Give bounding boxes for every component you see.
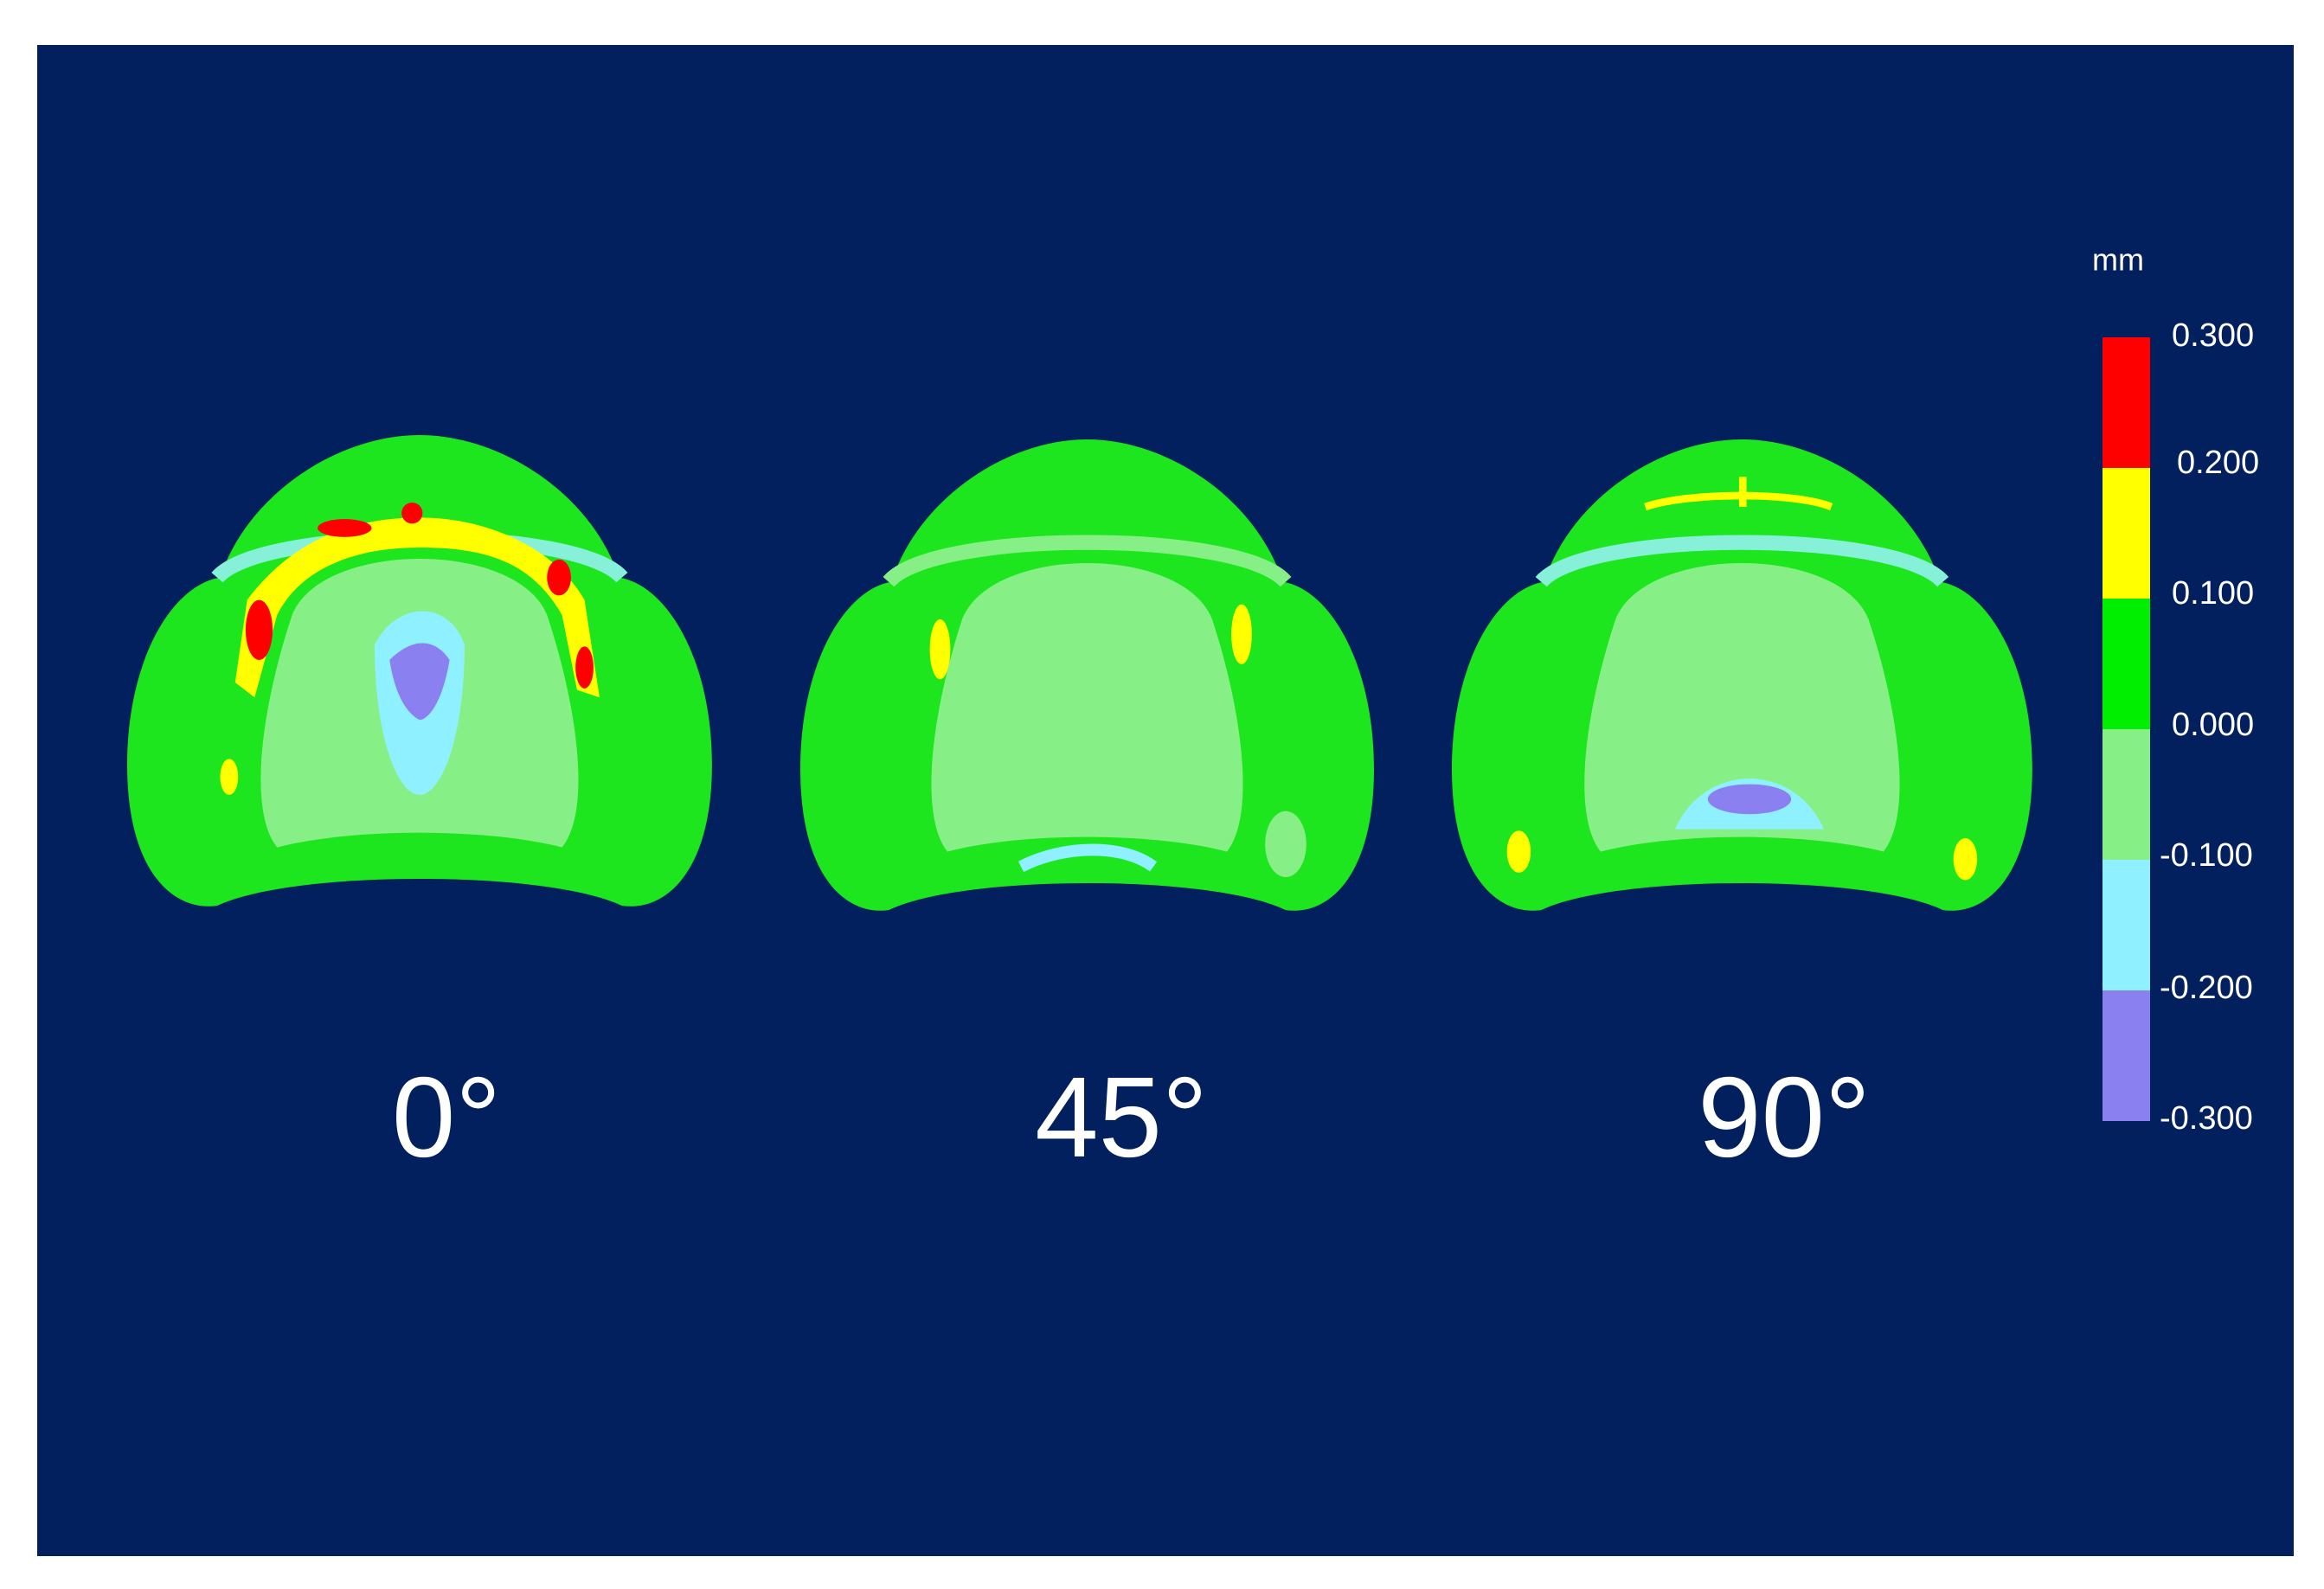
color-bar [2103,337,2150,1121]
deviation-map [127,435,712,907]
scale-label: -0.100 [2160,837,2253,874]
scale-label: 0.200 [2177,445,2259,481]
color-bar-segment [2103,468,2150,599]
color-bar-segment [2103,729,2150,860]
panel-label: 0° [392,1054,501,1181]
scale-label: 0.100 [2172,575,2254,612]
deviation-map [800,439,1374,911]
color-bar-segment [2103,990,2150,1121]
scale-label: 0.000 [2172,707,2254,743]
color-bar-segment [2103,337,2150,468]
panel-label: 90° [1698,1054,1871,1181]
scale-label: -0.300 [2160,1100,2253,1137]
scale-label: 0.300 [2172,317,2254,354]
unit-label: mm [2092,242,2144,278]
color-bar-segment [2103,599,2150,729]
scale-label: -0.200 [2160,970,2253,1006]
deviation-map [1452,439,2032,911]
color-bar-segment [2103,860,2150,990]
panel-label: 45° [1035,1054,1208,1181]
